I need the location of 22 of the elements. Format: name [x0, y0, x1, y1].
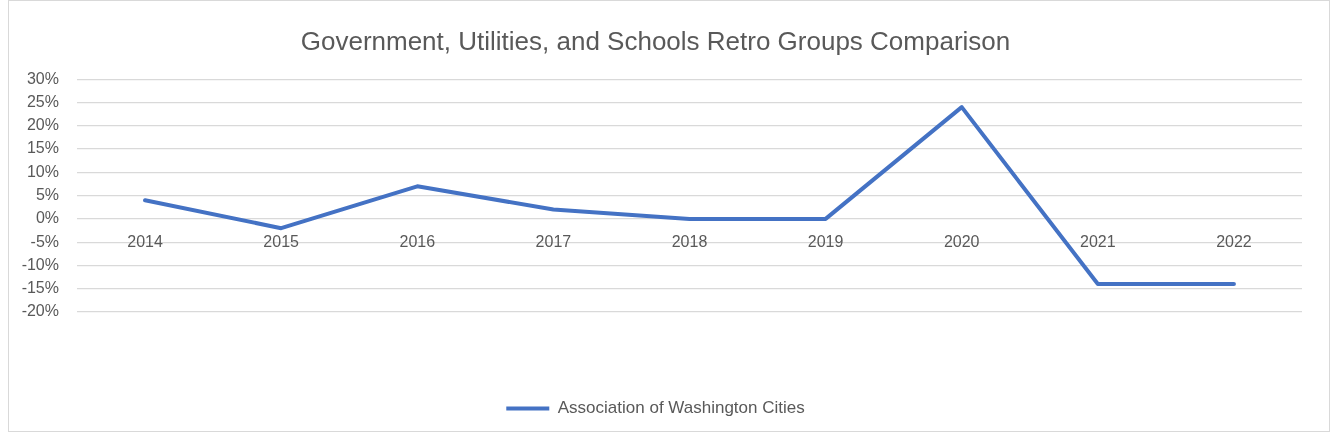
y-tick-label: 10%	[26, 162, 59, 180]
x-tick-label: 2018	[671, 232, 708, 250]
x-tick-label: 2021	[1080, 232, 1116, 250]
y-tick-label: -20%	[21, 302, 59, 320]
y-tick-label: -15%	[21, 279, 59, 297]
x-tick-label: 2015	[263, 232, 300, 250]
x-tick-label: 2019	[807, 232, 844, 250]
y-tick-label: 25%	[26, 92, 59, 110]
x-tick-label: 2022	[1216, 232, 1252, 250]
y-tick-label: -5%	[30, 232, 59, 250]
x-tick-label: 2017	[535, 232, 572, 250]
y-tick-label: 30%	[26, 69, 59, 87]
y-tick-label: 0%	[35, 209, 59, 227]
legend-label: Association of Washington Cities	[557, 398, 805, 418]
y-tick-label: 15%	[26, 139, 59, 157]
x-tick-label: 2016	[399, 232, 436, 250]
x-tick-label: 2020	[943, 232, 980, 250]
y-tick-label: -10%	[21, 255, 59, 273]
y-tick-label: 20%	[26, 116, 59, 134]
x-tick-label: 2014	[127, 232, 163, 250]
chart-title: Government, Utilities, and Schools Retro Groups Comparison	[300, 25, 1011, 56]
y-tick-label: 5%	[35, 186, 59, 204]
